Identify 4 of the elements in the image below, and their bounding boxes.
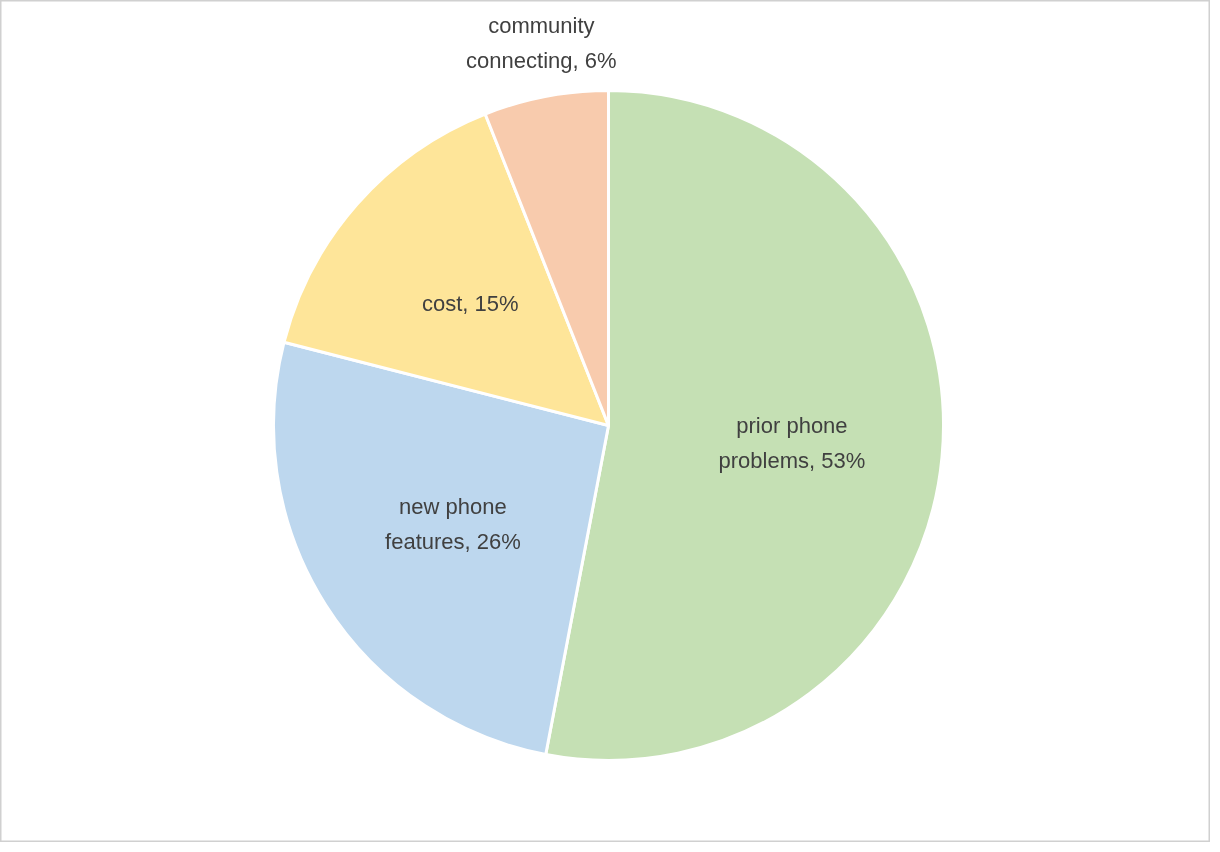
slice-label: community connecting, 6%	[466, 13, 617, 74]
slice-label: new phone features, 26%	[385, 494, 521, 555]
slice-label: prior phone problems, 53%	[718, 412, 866, 473]
slice-label: cost, 15%	[421, 291, 519, 317]
